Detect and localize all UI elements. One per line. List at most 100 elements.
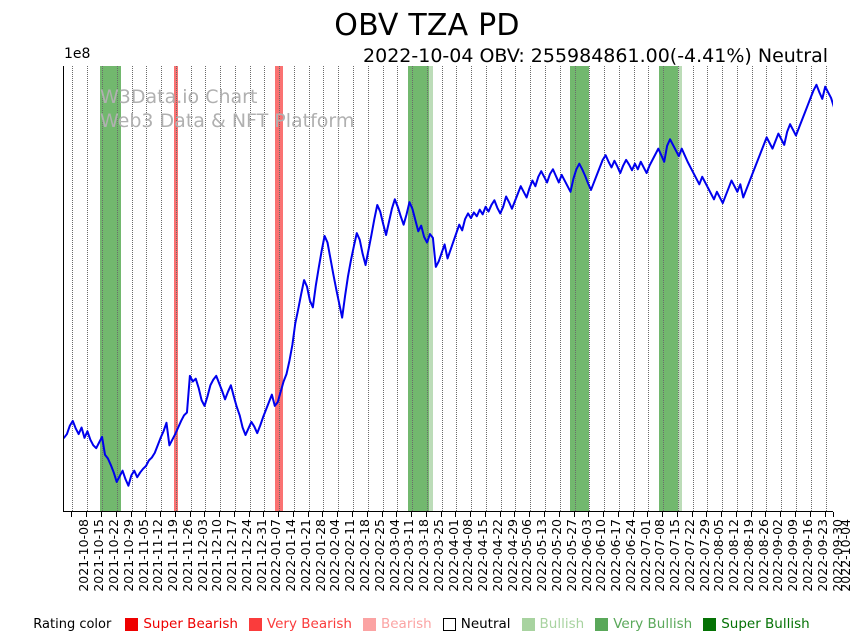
x-tick-label: 2022-03-04 — [386, 519, 402, 592]
gridline — [633, 66, 635, 511]
gridline — [692, 66, 694, 511]
x-tick-label: 2022-06-24 — [622, 519, 638, 592]
x-tick-label: 2022-03-11 — [401, 519, 417, 592]
x-tick-mark — [603, 512, 605, 517]
gridline — [353, 66, 354, 511]
legend-swatch — [248, 617, 262, 631]
chart-subtitle: 2022-10-04 OBV: 255984861.00(-4.41%) Neu… — [363, 45, 828, 67]
x-tick-mark — [529, 512, 531, 517]
x-tick-mark — [440, 512, 442, 517]
gridline — [825, 66, 827, 511]
x-tick-label: 2022-06-17 — [608, 519, 624, 592]
page-title: OBV TZA PD — [334, 8, 520, 43]
x-tick-label: 2022-01-07 — [268, 519, 284, 592]
legend-label: Bullish — [539, 616, 585, 632]
gridline — [116, 66, 118, 511]
gridline — [751, 66, 753, 511]
x-tick-mark — [632, 512, 634, 517]
x-tick-mark — [278, 512, 280, 517]
gridline — [338, 66, 340, 511]
gridline — [544, 66, 546, 511]
legend-item[interactable]: Very Bullish — [595, 616, 692, 632]
x-tick-mark — [706, 512, 708, 517]
x-tick-mark — [484, 512, 486, 517]
legend-item[interactable]: Very Bearish — [248, 616, 352, 632]
gridline — [471, 66, 473, 511]
x-tick-mark — [366, 512, 368, 517]
gridline — [234, 66, 236, 511]
legend-label: Bearish — [380, 616, 432, 632]
x-tick-mark — [573, 512, 575, 517]
y-axis-offset-label: 1e8 — [64, 46, 91, 62]
x-tick-label: 2022-05-20 — [548, 519, 564, 592]
x-tick-label: 2021-12-17 — [224, 519, 240, 592]
gridline — [677, 66, 679, 511]
y-tick-mark — [63, 254, 64, 255]
gridline — [530, 66, 532, 511]
legend-item[interactable]: Super Bearish — [125, 616, 238, 632]
x-tick-mark — [337, 512, 339, 517]
x-tick-mark — [470, 512, 472, 517]
x-tick-mark — [721, 512, 723, 517]
x-tick-mark — [396, 512, 398, 517]
x-tick-label: 2022-07-01 — [637, 519, 653, 592]
legend-swatch — [125, 617, 139, 631]
gridline — [456, 66, 458, 511]
x-tick-label: 2022-06-10 — [593, 519, 609, 592]
x-tick-mark — [174, 512, 176, 517]
x-tick-label: 2021-11-19 — [165, 519, 181, 592]
x-tick-mark — [248, 512, 250, 517]
gridline — [426, 66, 428, 511]
x-tick-mark — [307, 512, 309, 517]
gridline — [618, 66, 620, 511]
x-tick-label: 2022-07-08 — [652, 519, 668, 592]
x-tick-mark — [824, 512, 826, 517]
gridline — [663, 66, 665, 511]
x-tick-mark — [588, 512, 590, 517]
legend-label: Very Bearish — [266, 616, 352, 632]
x-tick-label: 2022-03-18 — [416, 519, 432, 592]
x-tick-mark — [292, 512, 294, 517]
x-tick-label: 2021-10-22 — [105, 519, 121, 592]
x-tick-label: 2021-12-31 — [253, 519, 269, 592]
legend-item[interactable]: Bearish — [362, 616, 432, 632]
x-tick-label: 2022-01-21 — [297, 519, 313, 592]
x-tick-mark — [833, 512, 834, 517]
gridline — [175, 66, 177, 511]
x-tick-label: 2022-04-08 — [460, 519, 476, 592]
x-tick-label: 2022-04-29 — [504, 519, 520, 592]
gridline — [796, 66, 798, 511]
legend-item[interactable]: Super Bullish — [703, 616, 810, 632]
x-tick-label: 2022-01-28 — [312, 519, 328, 592]
x-tick-mark — [514, 512, 516, 517]
rating-band — [428, 66, 434, 511]
gridline — [382, 66, 384, 511]
x-tick-mark — [691, 512, 693, 517]
gridline — [264, 66, 266, 511]
x-tick-mark — [352, 512, 353, 517]
x-tick-mark — [71, 512, 73, 517]
x-tick-mark — [115, 512, 117, 517]
x-tick-mark — [204, 512, 206, 517]
gridline — [766, 66, 768, 511]
x-tick-mark — [219, 512, 221, 517]
x-tick-label: 2022-08-12 — [726, 519, 742, 592]
gridline — [323, 66, 325, 511]
legend-item[interactable]: Bullish — [521, 616, 585, 632]
x-tick-mark — [780, 512, 782, 517]
x-tick-mark — [145, 512, 147, 517]
y-tick-mark — [63, 348, 64, 349]
x-tick-label: 2022-08-26 — [755, 519, 771, 592]
x-tick-label: 2022-02-04 — [327, 519, 343, 592]
legend-items: Super Bearish Very Bearish Bearish Neutral B… — [125, 616, 820, 632]
gridline — [72, 66, 74, 511]
gridline — [146, 66, 148, 511]
x-tick-mark — [86, 512, 88, 517]
legend-item[interactable]: Neutral — [442, 616, 511, 632]
x-tick-mark — [425, 512, 427, 517]
gridline — [604, 66, 606, 511]
x-tick-mark — [499, 512, 501, 517]
gridline — [397, 66, 399, 511]
gridline — [190, 66, 192, 511]
